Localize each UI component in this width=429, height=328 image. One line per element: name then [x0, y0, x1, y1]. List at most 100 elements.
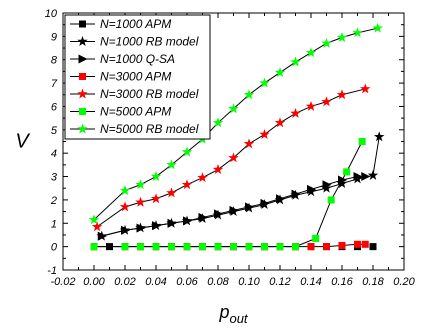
series-n-5000-rb-model — [88, 22, 383, 225]
series-n-5000-apm — [90, 138, 366, 251]
x-axis-title-subscript: out — [229, 311, 248, 326]
star-marker — [88, 214, 100, 225]
star-marker — [77, 123, 88, 134]
square-marker — [214, 243, 222, 251]
star-marker — [305, 100, 317, 111]
legend-item: N=5000 APM — [70, 105, 171, 119]
legend-label: N=1000 APM — [100, 17, 171, 31]
square-marker — [90, 243, 98, 251]
square-marker — [230, 243, 237, 251]
square-marker — [137, 243, 144, 251]
star-marker — [228, 103, 239, 114]
x-tick-label: 0.08 — [207, 276, 229, 288]
square-marker — [183, 243, 191, 251]
x-tick-label: 0.04 — [145, 276, 166, 288]
star-marker — [228, 152, 239, 163]
legend-label: N=1000 RB model — [100, 35, 199, 49]
legend: N=1000 APM N=1000 RB model N=1000 Q-SA N=30… — [64, 14, 211, 140]
triangle-right-marker — [78, 54, 88, 64]
y-axis-title: V — [15, 131, 30, 153]
star-marker — [243, 138, 255, 149]
star-marker — [372, 22, 383, 33]
triangle-right-marker — [136, 223, 146, 233]
x-tick-label: 0.00 — [83, 276, 105, 288]
square-marker — [79, 20, 86, 28]
square-marker — [358, 138, 366, 145]
star-marker — [150, 171, 162, 181]
series-n-3000-apm — [90, 240, 369, 251]
x-tick-label: 0.14 — [300, 276, 321, 288]
square-marker — [338, 241, 346, 249]
y-tick-label: 3 — [51, 172, 58, 184]
star-marker — [166, 159, 177, 170]
square-marker — [276, 243, 284, 251]
triangle-right-marker — [183, 216, 192, 226]
triangle-right-marker — [229, 205, 239, 215]
star-marker — [259, 77, 270, 88]
star-marker — [135, 196, 146, 207]
star-marker — [367, 169, 379, 180]
square-marker — [79, 108, 86, 115]
x-tick-label: 0.16 — [331, 276, 353, 288]
star-marker — [91, 221, 103, 232]
legend-label: N=3000 RB model — [100, 87, 199, 101]
x-tick-label: 0.18 — [362, 276, 384, 288]
triangle-right-marker — [322, 180, 332, 190]
y-tick-label: 4 — [51, 148, 57, 160]
star-marker — [181, 146, 193, 157]
star-marker — [150, 193, 162, 204]
star-marker — [352, 27, 363, 38]
star-marker — [321, 182, 332, 193]
y-tick-label: -1 — [47, 265, 57, 277]
triangle-right-marker — [121, 225, 130, 235]
y-tick-label: 1 — [51, 218, 57, 230]
star-marker — [243, 89, 255, 100]
star-marker — [336, 178, 348, 188]
x-axis-title: pout — [218, 302, 248, 326]
square-marker — [323, 243, 330, 251]
square-marker — [168, 243, 175, 251]
star-marker — [197, 172, 208, 183]
triangle-right-marker — [152, 221, 161, 231]
star-marker — [119, 201, 131, 212]
plot-area — [88, 22, 385, 251]
triangle-right-marker — [245, 202, 254, 212]
square-marker — [307, 243, 315, 251]
triangle-right-marker — [198, 212, 208, 222]
triangle-right-marker — [260, 198, 270, 208]
star-marker — [77, 88, 88, 99]
x-tick-label: 0.02 — [114, 276, 135, 288]
y-tick-label: 6 — [51, 101, 58, 113]
star-marker — [373, 131, 385, 142]
triangle-right-marker — [276, 194, 285, 204]
legend-item: N=3000 APM — [70, 70, 171, 84]
triangle-right-marker — [291, 189, 301, 199]
series-line — [94, 141, 363, 248]
legend-label: N=1000 Q-SA — [100, 52, 175, 66]
y-tick-label: 5 — [51, 125, 58, 137]
star-marker — [321, 96, 332, 107]
star-marker — [274, 117, 286, 128]
legend-item: N=3000 RB model — [70, 87, 199, 101]
square-marker — [245, 243, 253, 251]
legend-label: N=5000 RB model — [100, 122, 199, 136]
square-marker — [327, 196, 335, 204]
x-tick-label: 0.20 — [393, 276, 415, 288]
star-marker — [212, 164, 224, 174]
square-marker — [354, 240, 361, 248]
star-marker — [305, 47, 317, 58]
square-marker — [199, 243, 206, 251]
triangle-right-marker — [307, 184, 316, 194]
triangle-right-marker — [167, 218, 177, 228]
x-tick-label: 0.10 — [238, 276, 260, 288]
star-marker — [336, 32, 348, 42]
square-marker — [361, 240, 369, 248]
square-marker — [292, 243, 299, 251]
square-marker — [312, 234, 320, 242]
legend-item: N=1000 APM — [70, 17, 171, 31]
star-marker — [77, 36, 88, 46]
triangle-right-marker — [97, 231, 107, 241]
y-tick-label: 7 — [51, 78, 58, 90]
y-axis: -1 0 1 2 3 4 5 6 7 8 9 10 — [45, 8, 404, 277]
legend-label: N=5000 APM — [100, 105, 171, 119]
